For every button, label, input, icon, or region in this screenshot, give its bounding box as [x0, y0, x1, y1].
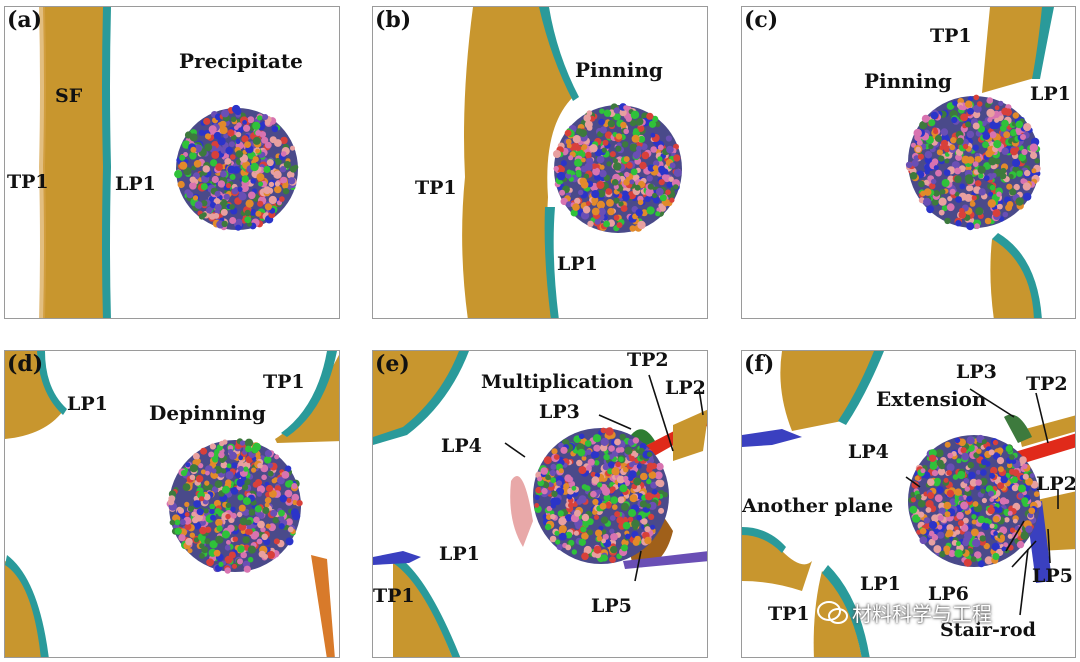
label-extension: Extension: [876, 387, 987, 411]
panel-f-art: [742, 351, 1075, 657]
label-tp2: TP2: [1026, 373, 1068, 395]
label-another-plane: Another plane: [742, 495, 894, 517]
panel-b: (b) Pinning TP1 LP1: [372, 6, 708, 319]
panel-d: (d) LP1 TP1 Depinning: [4, 350, 340, 658]
panel-letter: (f): [744, 351, 775, 377]
wechat-logo-icon: [817, 601, 848, 624]
label-tp1: TP1: [415, 177, 457, 199]
panel-c: (c) TP1 Pinning LP1: [741, 6, 1076, 319]
label-lp5: LP5: [1032, 565, 1073, 587]
label-tp1: TP1: [373, 585, 415, 607]
panel-letter: (e): [375, 351, 410, 377]
panel-letter: (b): [375, 7, 412, 33]
panel-f: (f) LP3 Extension TP2 LP4 LP2 Another pl…: [741, 350, 1076, 658]
label-pinning: Pinning: [575, 58, 663, 82]
label-lp4: LP4: [848, 441, 889, 463]
label-multiplication: Multiplication: [481, 371, 634, 393]
label-tp2: TP2: [627, 350, 669, 371]
label-depinning: Depinning: [149, 401, 266, 425]
watermark: 材料科学与工程: [852, 602, 992, 626]
panel-e: (e) TP2 Multiplication LP2 LP3 LP4 LP1 T…: [372, 350, 708, 658]
label-lp1: LP1: [860, 573, 901, 595]
label-lp3: LP3: [956, 361, 997, 383]
label-lp2: LP2: [1036, 473, 1076, 495]
label-lp1: LP1: [439, 543, 480, 565]
label-precipitate: Precipitate: [179, 49, 303, 73]
label-lp1: LP1: [67, 393, 108, 415]
label-lp6: LP6: [928, 583, 969, 605]
label-tp1: TP1: [7, 171, 49, 193]
panel-letter: (a): [7, 7, 43, 33]
panel-letter: (d): [7, 351, 44, 377]
label-lp5: LP5: [591, 595, 632, 617]
label-tp1: TP1: [263, 371, 305, 393]
label-lp2: LP2: [665, 377, 706, 399]
label-lp1: LP1: [115, 173, 156, 195]
panel-letter: (c): [744, 7, 779, 33]
panel-c-art: [905, 7, 1054, 318]
label-lp4: LP4: [441, 435, 482, 457]
label-tp1: TP1: [768, 603, 810, 625]
panel-b-art: [462, 7, 682, 318]
panel-d-art: [5, 351, 339, 657]
label-pinning: Pinning: [864, 69, 952, 93]
label-lp1: LP1: [557, 253, 598, 275]
label-lp3: LP3: [539, 401, 580, 423]
label-sf: SF: [55, 85, 83, 107]
label-lp1: LP1: [1030, 83, 1071, 105]
label-stair-rod: Stair-rod: [940, 619, 1036, 641]
panel-e-art: [373, 351, 707, 657]
panel-a: (a) SF Precipitate TP1 LP1: [4, 6, 340, 319]
panel-a-art: [39, 7, 299, 318]
label-tp1: TP1: [930, 25, 972, 47]
